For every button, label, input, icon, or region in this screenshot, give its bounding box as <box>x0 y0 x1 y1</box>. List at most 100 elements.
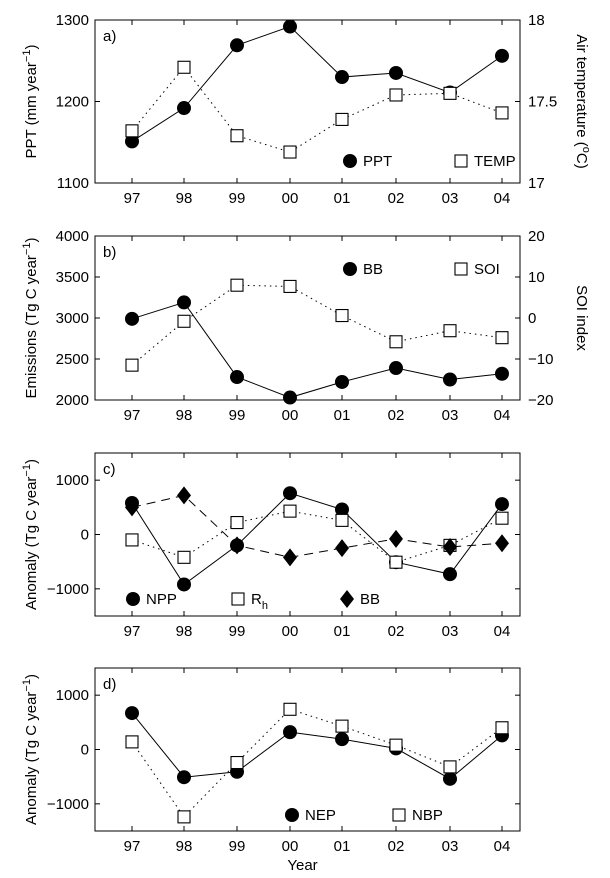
y-axis-label: Emissions (Tg C year−1) <box>21 238 40 399</box>
legend-marker <box>231 592 245 606</box>
data-point <box>495 511 509 525</box>
x-tick-label: 02 <box>388 838 405 855</box>
legend-label: BB <box>360 591 380 608</box>
data-point <box>443 324 457 338</box>
legend-item: BB <box>343 261 383 278</box>
x-tick-label: 01 <box>334 838 351 855</box>
x-tick-label: 98 <box>176 838 193 855</box>
data-point <box>335 732 349 747</box>
series-nbp <box>125 702 509 824</box>
data-point <box>335 719 349 733</box>
x-tick-label: 97 <box>124 623 141 640</box>
data-point <box>389 88 403 102</box>
legend-marker <box>285 808 299 822</box>
panel-label: b) <box>103 244 116 261</box>
data-point <box>443 760 457 774</box>
legend-item: NPP <box>126 591 177 608</box>
y-tick-label: 3500 <box>56 269 89 286</box>
y-axis-label: PPT (mm year−1) <box>21 45 40 159</box>
x-tick-label: 99 <box>229 838 246 855</box>
data-point <box>495 106 509 120</box>
y-tick-label: 1300 <box>56 12 89 29</box>
data-point <box>230 129 244 143</box>
y-right-axis-label: SOI index <box>573 285 590 351</box>
x-tick-label: 01 <box>334 623 351 640</box>
legend-item: SOI <box>454 261 500 278</box>
data-point <box>495 366 509 381</box>
data-point <box>177 550 191 564</box>
x-tick-label: 03 <box>442 190 459 207</box>
x-tick-label: 97 <box>124 190 141 207</box>
data-point <box>283 19 297 34</box>
data-point <box>230 755 244 770</box>
y-right-tick-label: −20 <box>528 392 553 409</box>
plot-frame <box>94 235 521 401</box>
x-tick-label: 98 <box>176 407 193 424</box>
data-point <box>177 314 191 328</box>
data-point <box>495 721 509 735</box>
data-point <box>230 370 244 385</box>
data-point <box>177 810 191 824</box>
data-point <box>177 577 191 592</box>
y-axis-label: Anomaly (Tg C year−1) <box>21 674 40 825</box>
data-point <box>495 331 509 345</box>
y-right-tick-label: 20 <box>528 228 545 245</box>
data-point <box>125 533 139 547</box>
legend-marker <box>454 262 468 276</box>
x-tick-label: 00 <box>282 623 299 640</box>
legend-label: NBP <box>412 807 443 824</box>
data-point <box>389 361 403 376</box>
panel-c: 97 98 99 00 01 02 03 04 −1000 0 1000 Anomaly (Tg C … <box>21 452 521 640</box>
panel-b: 97 98 99 00 01 02 03 04 2000 2500 3000 3500 4000 −20 −… <box>21 228 590 424</box>
data-point <box>230 536 244 555</box>
legend-label: NEP <box>305 807 336 824</box>
legend-label: SOI <box>474 261 500 278</box>
panel-d: 97 98 99 00 01 02 03 04 −1000 0 1000 Anomaly (Tg C … <box>21 667 521 874</box>
data-point <box>177 770 191 785</box>
data-point <box>495 48 509 63</box>
legend-label: PPT <box>363 153 392 170</box>
series-line <box>131 492 503 586</box>
data-point <box>335 374 349 389</box>
y-axis-label: Anomaly (Tg C year−1) <box>21 459 40 610</box>
x-tick-label: 01 <box>334 407 351 424</box>
legend-item: BB <box>340 590 380 608</box>
series-rh <box>125 504 509 569</box>
x-tick-label: 02 <box>388 190 405 207</box>
data-point <box>389 738 403 752</box>
legend-item: NBP <box>392 807 443 824</box>
legend-item: NEP <box>285 807 336 824</box>
data-point <box>495 497 509 512</box>
series-line <box>131 510 503 563</box>
x-tick-label: 02 <box>388 623 405 640</box>
data-point <box>443 771 457 786</box>
y-tick-label: −1000 <box>47 796 89 813</box>
data-point <box>283 486 297 501</box>
legend-marker <box>340 590 354 608</box>
data-point <box>177 101 191 116</box>
x-tick-label: 04 <box>494 190 511 207</box>
x-tick-label: 00 <box>282 190 299 207</box>
y-right-tick-label: 10 <box>528 269 545 286</box>
x-tick-label: 01 <box>334 190 351 207</box>
data-point <box>283 504 297 518</box>
x-tick-label: 97 <box>124 838 141 855</box>
y-tick-label: 1200 <box>56 94 89 111</box>
data-point <box>283 725 297 740</box>
x-tick-label: 04 <box>494 407 511 424</box>
data-point <box>335 308 349 323</box>
data-point <box>283 145 297 159</box>
legend-item: PPT <box>343 153 392 170</box>
data-point <box>495 534 509 553</box>
series-bb <box>125 486 509 567</box>
series-line <box>131 25 503 142</box>
data-point <box>177 486 191 505</box>
data-point <box>335 502 349 517</box>
legend-marker <box>392 808 406 822</box>
x-tick-label: 00 <box>282 838 299 855</box>
y-right-tick-label: 0 <box>528 310 536 327</box>
data-point <box>335 112 349 126</box>
series-bb <box>125 295 509 405</box>
y-right-tick-label: 18 <box>528 12 545 29</box>
data-point <box>443 537 457 556</box>
